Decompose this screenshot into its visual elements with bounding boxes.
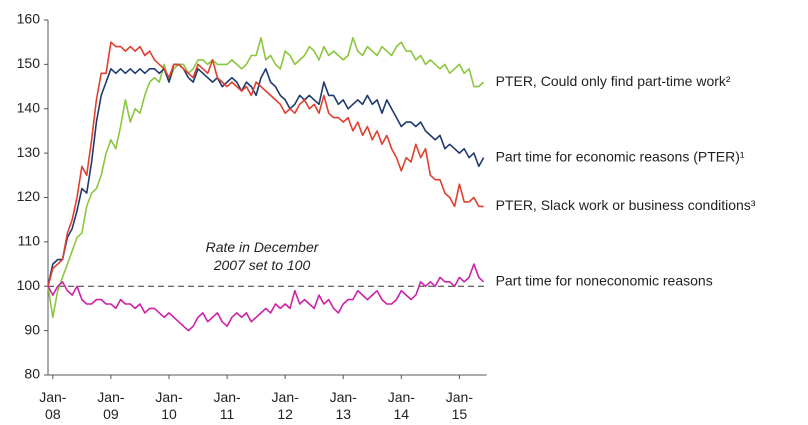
x-tick-label: Jan- 08	[39, 389, 67, 422]
x-tick-label: Jan- 11	[213, 389, 241, 422]
y-tick-label: 110	[18, 233, 41, 249]
y-tick-label: 140	[17, 99, 41, 115]
series-line	[47, 63, 485, 287]
x-tick-label: Jan- 09	[97, 389, 125, 422]
x-tick-label: Jan- 12	[271, 389, 299, 422]
series-label: Part time for noneconomic reasons	[496, 273, 713, 289]
y-tick-label: 90	[24, 321, 40, 337]
series-line	[47, 37, 485, 319]
x-tick-label: Jan- 14	[387, 389, 415, 422]
series-label: PTER, Could only find part-time work²	[496, 73, 731, 89]
y-tick-label: 100	[17, 277, 41, 293]
x-tick-label: Jan- 13	[329, 389, 357, 422]
y-tick-label: 160	[17, 11, 41, 27]
y-tick-label: 80	[24, 366, 40, 382]
series-label: PTER, Slack work or business conditions³	[496, 197, 756, 213]
x-tick-label: Jan- 15	[445, 389, 473, 422]
y-tick-label: 120	[17, 188, 41, 204]
series-line	[47, 263, 485, 332]
y-tick-label: 130	[17, 144, 41, 160]
annotation: Rate in December 2007 set to 100	[205, 239, 319, 273]
series-label: Part time for economic reasons (PTER)¹	[496, 148, 745, 164]
x-tick-label: Jan- 10	[155, 389, 183, 422]
y-tick-label: 150	[17, 55, 41, 71]
series-line	[47, 41, 484, 287]
